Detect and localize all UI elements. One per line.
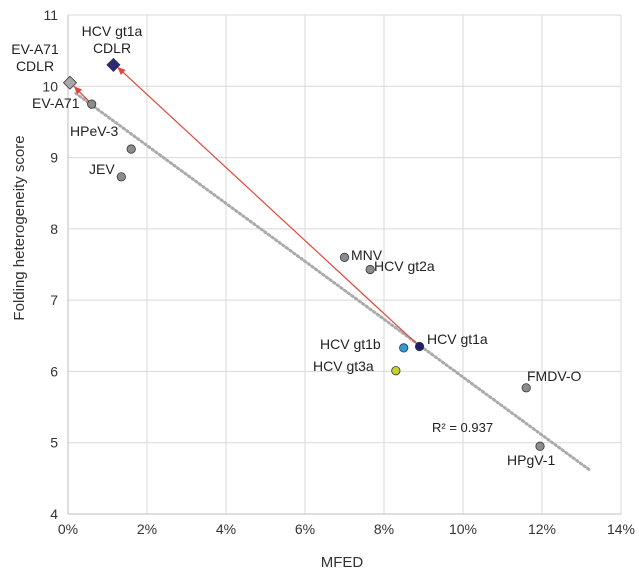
- scatter-point: [126, 144, 136, 154]
- diamond-point: [62, 75, 78, 90]
- y-tick-label: 10: [42, 78, 58, 94]
- x-tick-label: 0%: [58, 521, 78, 537]
- r-squared-annotation: R² = 0.937: [432, 420, 493, 435]
- trendline-layer: [74, 91, 591, 472]
- scatter-point: [365, 264, 375, 275]
- x-axis-title: MFED: [321, 554, 364, 571]
- scatter-point: [87, 99, 97, 109]
- gridlines: [68, 14, 622, 514]
- arrow-layer: [73, 66, 420, 347]
- x-tick-label: 4%: [216, 521, 236, 537]
- point-label: HCV gt3a: [313, 358, 374, 374]
- point-label: MNV: [351, 247, 383, 263]
- scatter-point: [339, 252, 350, 262]
- y-tick-label: 7: [50, 292, 58, 308]
- y-tick-label: 9: [50, 150, 58, 166]
- x-tick-label: 14%: [607, 521, 635, 537]
- arrow-head: [117, 67, 126, 76]
- point-label: JEV: [89, 161, 115, 177]
- y-tick-label: 6: [50, 363, 58, 379]
- point-label: EV-A71 CDLR: [11, 41, 59, 74]
- y-tick-label: 8: [50, 221, 58, 237]
- x-tick-label: 12%: [528, 521, 556, 537]
- y-axis-title: Folding heterogeneity score: [11, 135, 28, 320]
- point-label: EV-A71: [32, 95, 80, 111]
- arrow-head: [73, 86, 83, 95]
- point-label: HPeV-3: [70, 123, 118, 139]
- scatter-point: [521, 383, 531, 393]
- scatter-point: [391, 366, 401, 376]
- y-tick-label: 11: [43, 7, 58, 23]
- scatter-point: [399, 343, 409, 353]
- diamond-point: [106, 57, 121, 72]
- point-label: HCV gt1a CDLR: [82, 23, 143, 56]
- scatter-point: [535, 441, 545, 451]
- trendline: [74, 91, 591, 472]
- y-tick-label: 5: [50, 435, 58, 451]
- point-label: HPgV-1: [507, 452, 555, 468]
- arrow-line: [116, 66, 420, 347]
- point-label: HCV gt2a: [374, 258, 435, 274]
- scatter-point: [414, 341, 425, 352]
- y-tick-label: 4: [50, 506, 58, 522]
- axes: 0% 2% 4% 6% 8% 10% 12% 14% 4 5 6 7 8 9 10 11: [42, 7, 635, 537]
- x-tick-label: 10%: [449, 521, 477, 537]
- data-points: [62, 57, 545, 451]
- x-tick-label: 6%: [295, 521, 315, 537]
- scatter-point: [116, 172, 126, 182]
- x-tick-label: 2%: [137, 521, 157, 537]
- point-label: HCV gt1a: [427, 331, 488, 347]
- x-tick-label: 8%: [374, 521, 394, 537]
- point-label: HCV gt1b: [320, 336, 381, 352]
- point-label: FMDV-O: [527, 368, 582, 384]
